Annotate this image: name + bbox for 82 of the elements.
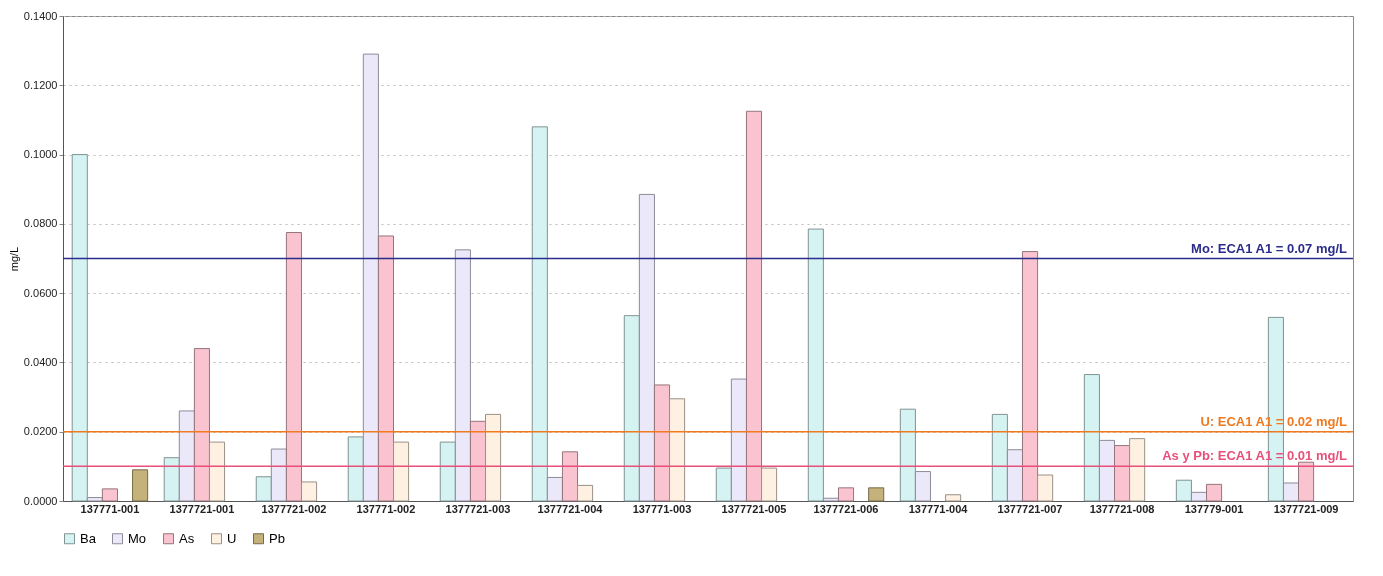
legend-label: Pb — [269, 530, 285, 546]
bar — [208, 441, 226, 502]
y-tick-label: 0.0200 — [23, 425, 58, 438]
y-tick-label: 0.1200 — [23, 78, 58, 91]
x-tick-label: 137771-001 — [80, 502, 140, 515]
legend-label: Ba — [80, 530, 97, 546]
bar — [638, 193, 655, 502]
bar — [822, 497, 839, 502]
y-tick-label: 0.0800 — [23, 217, 58, 230]
x-tick-label: 1377721-004 — [537, 502, 604, 515]
legend-label: As — [179, 530, 195, 546]
bar — [71, 154, 88, 502]
bar — [101, 488, 118, 502]
bar — [300, 481, 318, 502]
bar — [531, 126, 548, 502]
bar — [1022, 251, 1039, 502]
bar — [623, 315, 640, 502]
y-tick-label: 0.1000 — [23, 148, 58, 161]
x-tick-label: 1377721-003 — [445, 502, 511, 515]
bar — [132, 469, 149, 502]
bar — [546, 476, 563, 502]
x-tick-label: 137771-003 — [632, 502, 692, 515]
bar — [469, 420, 487, 502]
bar — [577, 484, 594, 502]
bar — [1206, 483, 1223, 502]
bar — [991, 413, 1008, 502]
bar — [485, 413, 502, 502]
bar — [255, 476, 272, 502]
ref-line-label: U: ECA1 A1 = 0.02 mg/L — [1200, 413, 1348, 429]
x-tick-label: 1377721-005 — [721, 502, 787, 515]
bar — [285, 232, 302, 502]
bar — [270, 448, 287, 502]
x-tick-label: 137771-002 — [356, 502, 416, 515]
legend-label: U — [227, 530, 237, 546]
y-tick-label: 0.0600 — [23, 286, 58, 299]
bar — [745, 110, 763, 502]
bar — [837, 487, 855, 502]
bar — [669, 398, 686, 502]
bar — [868, 487, 885, 502]
bar — [1298, 461, 1315, 502]
bar — [945, 494, 962, 502]
bar — [653, 384, 671, 502]
bar — [178, 410, 195, 502]
bar — [1006, 449, 1023, 502]
bar — [1282, 482, 1300, 502]
bar — [1083, 374, 1100, 502]
y-tick-label: 0.1400 — [23, 9, 58, 22]
bar — [454, 249, 471, 502]
bar — [899, 408, 916, 502]
bar — [439, 441, 456, 502]
bar — [715, 467, 732, 502]
bar — [730, 378, 747, 502]
bar — [377, 235, 394, 502]
y-axis-title: mg/L — [7, 246, 20, 272]
bar — [1175, 479, 1192, 502]
bar — [561, 451, 579, 502]
legend-label: Mo — [128, 530, 147, 546]
ref-line-label: Mo: ECA1 A1 = 0.07 mg/L — [1191, 240, 1348, 256]
x-tick-label: 1377721-006 — [813, 502, 879, 515]
x-tick-label: 1377721-007 — [997, 502, 1063, 515]
bar — [362, 53, 379, 502]
bar — [1129, 438, 1146, 502]
x-tick-label: 1377721-009 — [1273, 502, 1339, 515]
bar — [914, 471, 931, 502]
x-tick-label: 1377721-008 — [1089, 502, 1155, 515]
bar — [1114, 445, 1131, 502]
y-tick-label: 0.0000 — [23, 494, 58, 507]
bar — [393, 441, 410, 502]
bar — [86, 497, 103, 502]
bar — [193, 348, 210, 502]
bar — [1190, 491, 1208, 502]
x-tick-label: 137771-004 — [908, 502, 969, 515]
x-tick-label: 137779-001 — [1184, 502, 1244, 515]
bar — [163, 457, 180, 502]
bar — [1037, 474, 1054, 502]
x-tick-label: 1377721-002 — [261, 502, 327, 515]
bar — [807, 228, 824, 502]
bar — [761, 467, 778, 502]
bar — [347, 436, 364, 502]
x-tick-label: 1377721-001 — [169, 502, 235, 515]
y-tick-label: 0.0400 — [23, 355, 58, 368]
bar — [1098, 439, 1116, 502]
